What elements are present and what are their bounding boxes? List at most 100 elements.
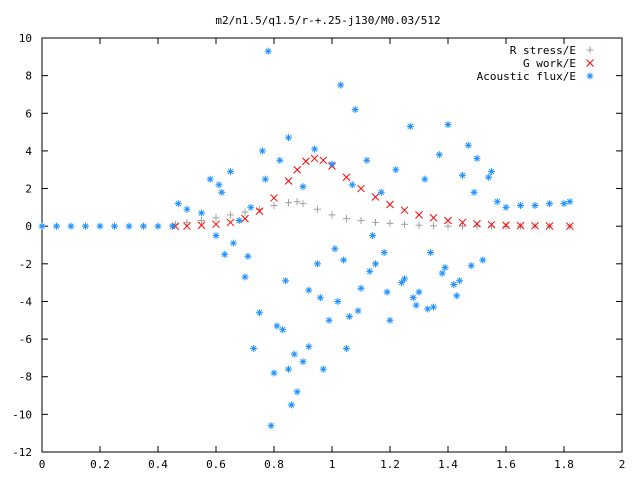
data-point xyxy=(412,301,420,309)
x-tick-label: 0.2 xyxy=(90,458,110,471)
data-point xyxy=(270,369,278,377)
data-point xyxy=(502,222,510,230)
data-point xyxy=(438,269,446,277)
data-point xyxy=(531,201,539,209)
data-point xyxy=(256,309,263,317)
data-point xyxy=(343,345,350,352)
data-point xyxy=(285,199,292,207)
data-point xyxy=(293,198,301,206)
data-point xyxy=(227,168,234,176)
data-point xyxy=(487,220,496,229)
data-point xyxy=(406,122,414,130)
data-point xyxy=(212,214,220,222)
x-tick-label: 1.4 xyxy=(438,458,458,471)
data-point xyxy=(334,297,342,305)
data-point xyxy=(458,218,467,227)
data-point xyxy=(287,401,295,409)
data-point xyxy=(264,47,272,55)
data-point xyxy=(430,303,437,311)
data-point xyxy=(502,203,510,211)
data-point xyxy=(383,288,391,296)
y-tick-label: -6 xyxy=(19,333,32,346)
x-tick-label: 1 xyxy=(329,458,336,471)
data-point xyxy=(473,219,481,228)
data-point xyxy=(267,422,275,430)
data-point xyxy=(331,245,339,253)
data-point xyxy=(342,173,351,182)
data-point xyxy=(354,307,362,315)
data-point xyxy=(314,205,321,213)
data-point xyxy=(386,200,394,209)
x-tick-label: 0.8 xyxy=(264,458,284,471)
data-point xyxy=(467,262,475,270)
data-point xyxy=(400,206,409,215)
legend-label: G work/E xyxy=(523,57,576,70)
data-point xyxy=(357,184,365,193)
data-point xyxy=(302,157,310,166)
data-point xyxy=(276,156,284,164)
data-point xyxy=(566,198,574,206)
series-1 xyxy=(171,154,574,231)
data-point xyxy=(270,201,278,209)
data-point xyxy=(215,181,223,189)
data-point xyxy=(453,292,461,300)
data-point xyxy=(435,151,443,159)
data-point xyxy=(229,239,237,247)
data-point xyxy=(386,316,394,324)
data-point xyxy=(565,222,574,231)
series-layer xyxy=(38,47,574,430)
data-point xyxy=(444,121,452,129)
data-point xyxy=(319,365,327,373)
data-point xyxy=(235,217,243,225)
data-point xyxy=(545,222,554,230)
data-point xyxy=(409,294,417,302)
data-point xyxy=(485,173,493,181)
data-point xyxy=(183,218,191,226)
data-point xyxy=(261,175,269,183)
legend-label: R stress/E xyxy=(510,44,576,57)
data-point xyxy=(371,193,380,201)
data-point xyxy=(197,221,206,230)
data-point xyxy=(328,211,336,219)
x-tick-label: 1.8 xyxy=(554,458,574,471)
data-point xyxy=(247,203,255,211)
data-point xyxy=(464,141,472,149)
data-point xyxy=(357,284,365,292)
data-point xyxy=(488,168,495,176)
data-point xyxy=(290,350,298,358)
y-tick-label: 0 xyxy=(25,220,32,233)
x-tick-label: 0 xyxy=(39,458,46,471)
data-point xyxy=(493,198,501,206)
data-point xyxy=(310,154,319,163)
data-point xyxy=(516,221,525,230)
data-point xyxy=(293,388,301,396)
data-point xyxy=(488,222,495,230)
data-point xyxy=(401,220,408,228)
data-point xyxy=(351,106,359,114)
y-tick-label: -4 xyxy=(19,295,33,308)
data-point xyxy=(299,183,307,191)
y-tick-label: 2 xyxy=(25,183,32,196)
data-point xyxy=(212,232,220,240)
data-point xyxy=(273,322,281,330)
data-point xyxy=(226,218,235,227)
data-point xyxy=(244,252,252,260)
data-point xyxy=(305,343,313,351)
data-point xyxy=(241,214,249,223)
data-point xyxy=(421,175,429,183)
data-point xyxy=(441,264,449,272)
data-point xyxy=(398,279,406,287)
data-point xyxy=(427,249,435,257)
data-point xyxy=(169,222,176,230)
y-tick-label: 6 xyxy=(25,107,32,120)
data-point xyxy=(377,188,385,196)
data-point xyxy=(282,277,290,285)
chart-title: m2/n1.5/q1.5/r-+.25-j130/M0.03/512 xyxy=(215,14,440,27)
data-point xyxy=(415,288,423,296)
data-point xyxy=(401,275,408,283)
data-point xyxy=(82,222,89,230)
x-tick-label: 2 xyxy=(619,458,626,471)
series-2 xyxy=(38,47,574,430)
data-point xyxy=(67,222,75,230)
